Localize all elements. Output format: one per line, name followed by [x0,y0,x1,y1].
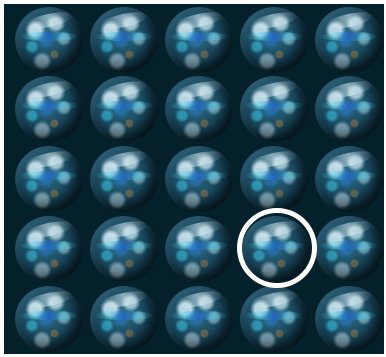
globe-icon[interactable] [315,76,383,142]
globe-icon[interactable] [15,146,83,212]
globe-icon[interactable] [165,7,233,73]
globe-grid-panel [4,4,384,354]
globe-icon[interactable] [315,7,383,73]
globe-icon[interactable] [90,286,158,352]
globe-icon[interactable] [15,286,83,352]
globe-icon[interactable] [165,216,233,282]
globe-icon[interactable] [315,216,383,282]
globe-icon[interactable] [242,216,310,282]
globe-icon[interactable] [15,76,83,142]
globe-icon[interactable] [90,216,158,282]
globe-icon[interactable] [240,146,308,212]
globe-icon[interactable] [315,146,383,212]
globe-icon[interactable] [90,76,158,142]
globe-icon[interactable] [240,286,308,352]
globe-icon[interactable] [90,146,158,212]
globe-icon[interactable] [15,7,83,73]
globe-icon[interactable] [165,76,233,142]
globe-icon[interactable] [240,76,308,142]
globe-icon[interactable] [165,146,233,212]
globe-icon[interactable] [240,7,308,73]
globe-icon[interactable] [90,7,158,73]
globe-icon[interactable] [315,286,383,352]
globe-icon[interactable] [15,216,83,282]
globe-icon[interactable] [165,286,233,352]
